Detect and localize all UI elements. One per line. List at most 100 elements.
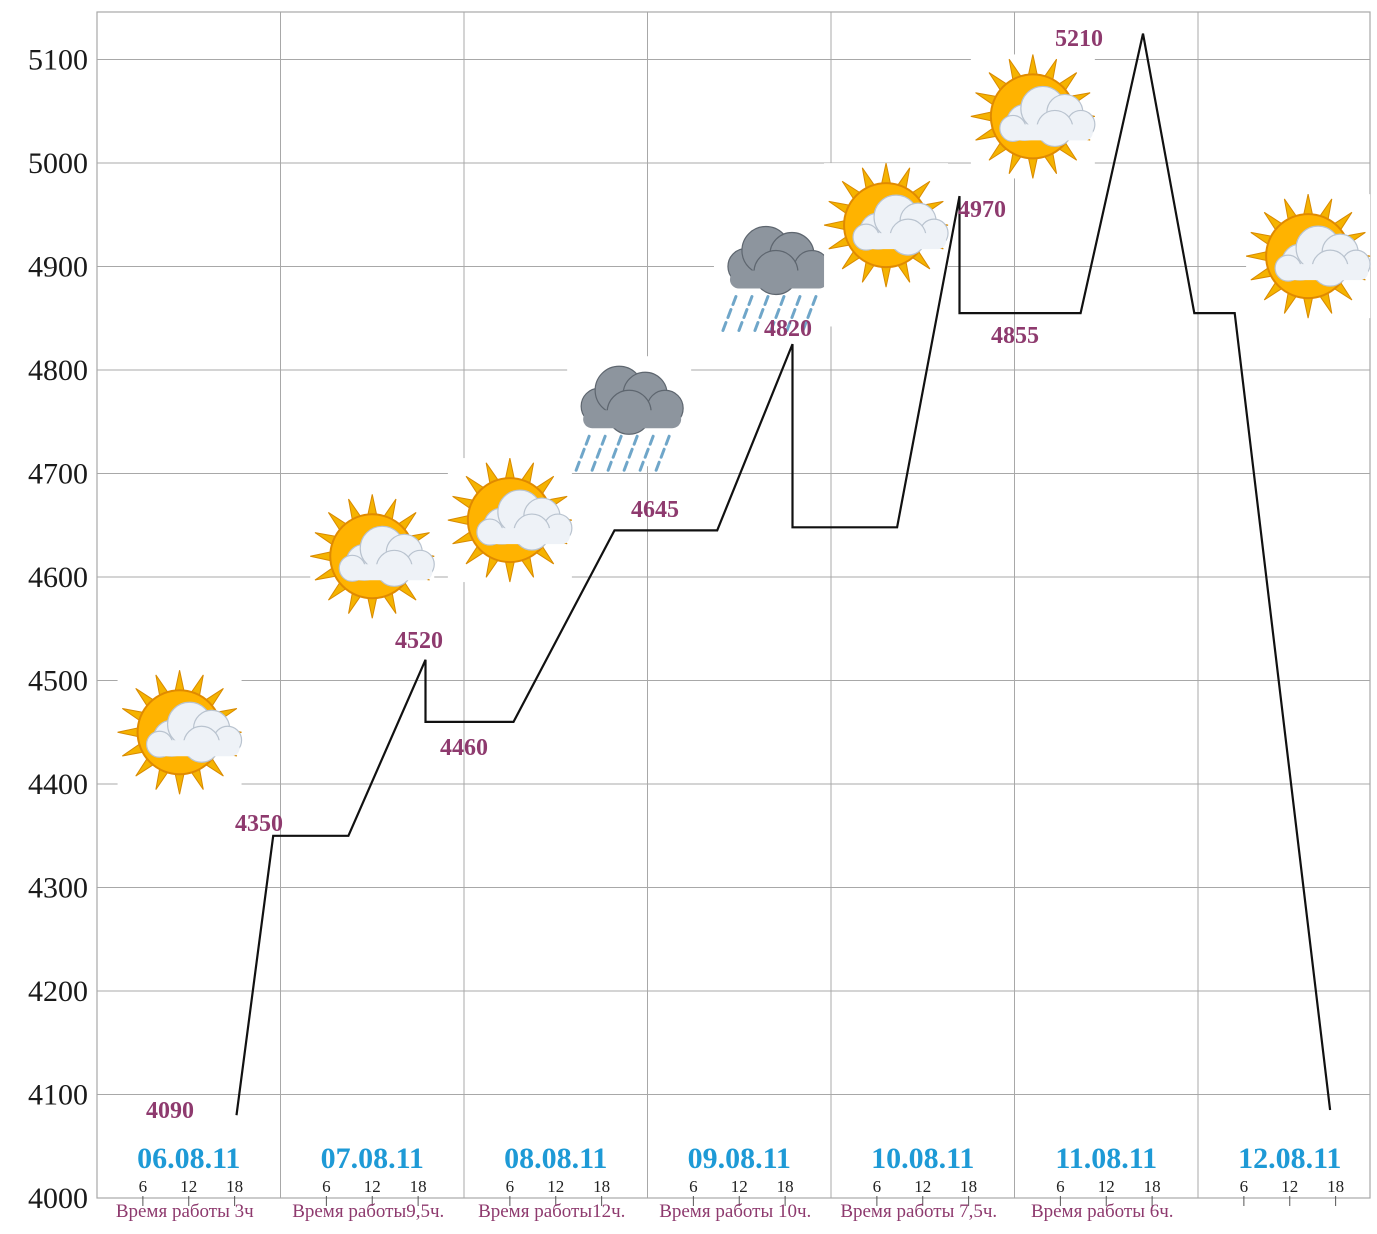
hour-tick-label: 12 — [180, 1177, 197, 1196]
rain-drop — [801, 321, 808, 332]
date-label: 07.08.11 — [321, 1142, 424, 1175]
rain-drop — [595, 447, 602, 459]
cloud — [338, 525, 435, 587]
value-label-4970: 4970 — [958, 197, 1006, 223]
work-time-label: Время работы 3ч — [116, 1201, 254, 1222]
rain-drop — [785, 321, 792, 332]
rain-drop — [579, 447, 586, 459]
rain-drop — [742, 308, 749, 319]
sun-cloud-icon — [970, 54, 1096, 179]
rain-drop — [758, 308, 765, 319]
hour-tick-label: 18 — [226, 1177, 243, 1196]
rain-drop — [611, 447, 618, 459]
rain-drop — [806, 308, 813, 319]
rain-cloud-icon — [713, 216, 838, 332]
cloud-base — [479, 528, 570, 545]
hour-tick-label: 12 — [914, 1177, 931, 1196]
date-label: 06.08.11 — [137, 1142, 240, 1175]
rain-drop — [574, 460, 581, 472]
hour-tick-label: 18 — [960, 1177, 977, 1196]
rain-drop — [664, 434, 671, 446]
value-label-4820: 4820 — [764, 316, 812, 342]
cloud-base — [1278, 264, 1369, 281]
rain-drop — [811, 295, 818, 306]
hour-tick-label: 12 — [547, 1177, 564, 1196]
rain-drop — [737, 321, 744, 332]
hour-tick-label: 18 — [1327, 1177, 1344, 1196]
work-time-label: Время работы12ч. — [478, 1201, 625, 1222]
rain-drop — [648, 434, 655, 446]
y-tick-label: 4100 — [28, 1079, 88, 1112]
y-tick-label: 4400 — [28, 768, 88, 801]
rain-drop — [779, 295, 786, 306]
y-axis: 4000 4100 4200 4300 4400 4500 4600 4700 4800 4900… — [28, 44, 88, 1216]
value-label-4645: 4645 — [631, 497, 679, 523]
rain-drop — [659, 447, 666, 459]
cloud-base — [1002, 124, 1093, 141]
hour-tick-label: 6 — [322, 1177, 331, 1196]
rain-drop — [763, 295, 770, 306]
rain-drop — [790, 308, 797, 319]
cloud-base — [342, 564, 433, 581]
rain-drop — [654, 460, 661, 472]
hour-tick-label: 6 — [689, 1177, 698, 1196]
rain-drop — [622, 460, 629, 472]
cloud-base — [856, 233, 947, 250]
hour-tick-label: 12 — [1281, 1177, 1298, 1196]
rain-drop — [643, 447, 650, 459]
cloud-base — [729, 270, 828, 289]
rain-drop — [747, 295, 754, 306]
rain-drop — [606, 460, 613, 472]
grid — [96, 11, 1371, 1199]
rain-drop — [731, 295, 738, 306]
date-label: 11.08.11 — [1055, 1142, 1157, 1175]
x-axis: 06.08.11 6 12 18 Время работы 3ч 07.08.11 6 12 1… — [116, 1142, 1344, 1222]
hour-tick-label: 6 — [506, 1177, 515, 1196]
sun-cloud-icon — [1245, 194, 1371, 319]
value-labels: 4090 4350 4520 4460 4645 4820 4970 4855 … — [146, 26, 1103, 1124]
y-tick-label: 5000 — [28, 147, 88, 180]
series-layer — [235, 33, 1332, 1116]
rain-drop — [584, 434, 591, 446]
date-label: 10.08.11 — [871, 1142, 974, 1175]
y-tick-label: 4500 — [28, 665, 88, 698]
rain-drop — [753, 321, 760, 332]
rain-drop — [721, 321, 728, 332]
rain-drop — [638, 460, 645, 472]
hour-tick-label: 12 — [364, 1177, 381, 1196]
rain-drop — [590, 460, 597, 472]
rain-drop — [769, 321, 776, 332]
work-time-label: Время работы 7,5ч. — [840, 1201, 997, 1222]
rain-drop — [774, 308, 781, 319]
rain-cloud-icon — [567, 356, 692, 472]
value-label-4460: 4460 — [440, 735, 488, 761]
rain-drop — [600, 434, 607, 446]
hour-tick-label: 6 — [1240, 1177, 1249, 1196]
hour-tick-label: 6 — [139, 1177, 148, 1196]
cloud — [476, 489, 573, 551]
work-time-label: Время работы 6ч. — [1031, 1201, 1174, 1222]
y-tick-label: 4600 — [28, 561, 88, 594]
rain-drop — [632, 434, 639, 446]
cloud — [852, 194, 949, 256]
y-tick-label: 4300 — [28, 872, 88, 905]
y-tick-label: 4800 — [28, 354, 88, 387]
series-line — [235, 33, 1332, 1116]
y-tick-label: 4200 — [28, 975, 88, 1008]
cloud — [145, 701, 243, 763]
y-tick-label: 5100 — [28, 44, 88, 77]
cloud-base — [583, 410, 682, 429]
hour-tick-label: 6 — [1056, 1177, 1065, 1196]
rain-drop — [616, 434, 623, 446]
rain-drop — [627, 447, 634, 459]
value-label-4855: 4855 — [991, 323, 1039, 349]
rain-drop — [726, 308, 733, 319]
cloud — [1274, 225, 1371, 287]
hour-tick-label: 18 — [410, 1177, 427, 1196]
value-label-4090: 4090 — [146, 1098, 194, 1124]
hour-tick-label: 6 — [873, 1177, 882, 1196]
work-time-label: Время работы 10ч. — [659, 1201, 811, 1222]
date-label: 08.08.11 — [504, 1142, 607, 1175]
value-label-5210: 5210 — [1055, 26, 1103, 52]
